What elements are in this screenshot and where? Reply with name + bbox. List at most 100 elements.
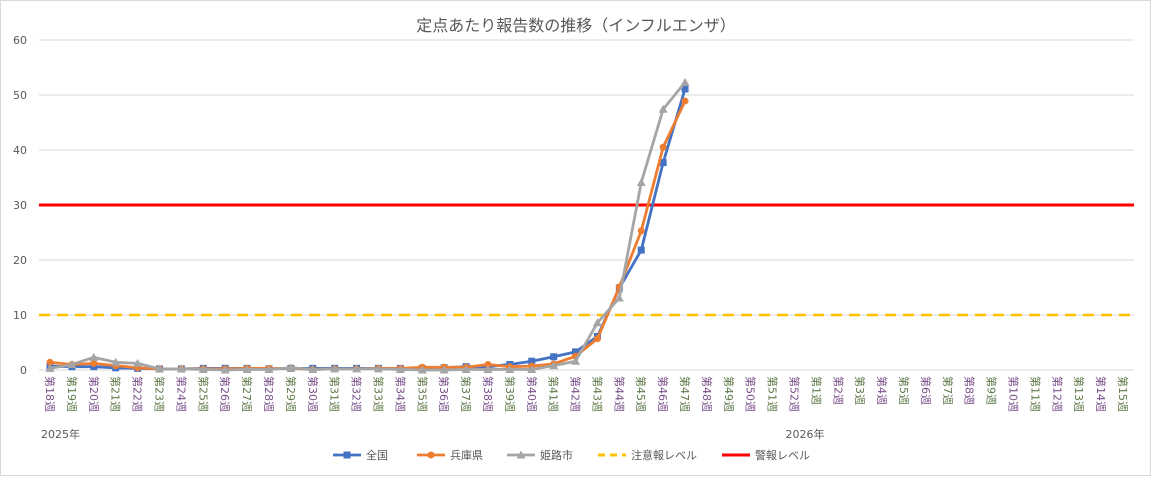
- x-tick-label: 第4週: [875, 376, 889, 405]
- x-tick-label: 第45週: [634, 376, 648, 412]
- x-tick-label: 第12週: [1050, 376, 1064, 412]
- series-3: [45, 77, 690, 374]
- legend-item: 注意報レベル: [598, 448, 697, 462]
- data-point: [67, 360, 77, 368]
- x-tick-label: 第15週: [1116, 376, 1130, 412]
- x-tick-label: 第25週: [196, 376, 210, 412]
- data-point: [484, 361, 492, 368]
- legend-label: 全国: [366, 448, 388, 462]
- year-label: 2026年: [786, 427, 825, 441]
- x-tick-label: 第40週: [525, 376, 539, 412]
- y-tick-label: 30: [13, 199, 27, 212]
- data-point: [614, 293, 624, 302]
- x-tick-label: 第1週: [809, 376, 823, 405]
- data-point: [133, 358, 143, 367]
- y-tick-label: 40: [13, 144, 27, 157]
- data-point: [343, 451, 351, 459]
- data-point: [592, 318, 602, 327]
- data-point: [572, 348, 580, 356]
- data-point: [154, 364, 164, 373]
- data-point: [242, 364, 252, 373]
- year-label: 2025年: [41, 427, 80, 441]
- x-tick-label: 第35週: [415, 376, 429, 412]
- legend-label: 注意報レベル: [631, 448, 697, 462]
- legend-label: 警報レベル: [755, 448, 810, 462]
- x-tick-label: 第43週: [590, 376, 604, 412]
- data-point: [658, 104, 668, 113]
- data-point: [373, 364, 383, 373]
- data-point: [417, 365, 427, 374]
- x-tick-label: 第24週: [174, 376, 188, 412]
- x-tick-label: 第44週: [612, 376, 626, 412]
- data-point: [637, 227, 645, 235]
- x-tick-label: 第7週: [941, 376, 955, 405]
- data-point: [550, 353, 558, 361]
- data-point: [90, 359, 98, 367]
- x-tick-label: 第29週: [284, 376, 298, 412]
- chart-title: 定点あたり報告数の推移（インフルエンザ）: [416, 16, 736, 35]
- x-tick-label: 第6週: [919, 376, 933, 405]
- y-tick-label: 60: [13, 34, 27, 47]
- data-point: [680, 77, 690, 86]
- data-point: [571, 356, 581, 365]
- x-tick-label: 第38週: [481, 376, 495, 412]
- data-point: [330, 364, 340, 373]
- x-tick-label: 第27週: [240, 376, 254, 412]
- x-tick-label: 第30週: [306, 376, 320, 412]
- x-tick-label: 第37週: [459, 376, 473, 412]
- legend-item: 兵庫県: [417, 448, 483, 462]
- series-line: [49, 81, 687, 372]
- x-tick-label: 第42週: [569, 376, 583, 412]
- data-point: [461, 364, 471, 373]
- x-tick-label: 第31週: [328, 376, 342, 412]
- data-point: [176, 364, 186, 373]
- legend-item: 警報レベル: [722, 448, 810, 462]
- data-point: [681, 85, 689, 93]
- data-point: [505, 364, 515, 373]
- x-tick-label: 第33週: [371, 376, 385, 412]
- x-tick-label: 第23週: [152, 376, 166, 412]
- data-point: [439, 365, 449, 374]
- x-tick-label: 第5週: [897, 376, 911, 405]
- x-tick-label: 第34週: [393, 376, 407, 412]
- data-point: [111, 357, 121, 366]
- x-tick-label: 第41週: [547, 376, 561, 412]
- data-point: [286, 363, 296, 372]
- data-point: [45, 363, 55, 372]
- x-tick-label: 第2週: [831, 376, 845, 405]
- x-tick-label: 第36週: [437, 376, 451, 412]
- x-tick-label: 第52週: [788, 376, 802, 412]
- data-point: [527, 364, 537, 373]
- x-tick-label: 第11週: [1028, 376, 1042, 412]
- x-tick-label: 第50週: [744, 376, 758, 412]
- y-tick-label: 0: [20, 364, 27, 377]
- x-tick-label: 第26週: [218, 376, 232, 412]
- x-tick-label: 第48週: [700, 376, 714, 412]
- data-point: [308, 364, 318, 373]
- legend-item: 全国: [333, 448, 388, 462]
- x-tick-label: 第8週: [963, 376, 977, 405]
- legend-label: 兵庫県: [450, 448, 483, 462]
- data-point: [681, 97, 689, 105]
- x-tick-label: 第46週: [656, 376, 670, 412]
- x-tick-label: 第20週: [87, 376, 101, 412]
- data-point: [659, 159, 667, 167]
- x-tick-label: 第28週: [262, 376, 276, 412]
- y-tick-label: 10: [13, 309, 27, 322]
- data-point: [528, 357, 536, 365]
- x-tick-label: 第32週: [350, 376, 364, 412]
- data-point: [220, 365, 230, 374]
- data-point: [636, 177, 646, 186]
- data-point: [593, 335, 601, 343]
- x-tick-label: 第9週: [985, 376, 999, 405]
- data-point: [89, 352, 99, 361]
- x-tick-label: 第47週: [678, 376, 692, 412]
- data-point: [46, 358, 54, 366]
- x-tick-label: 第13週: [1072, 376, 1086, 412]
- data-point: [483, 364, 493, 373]
- data-point: [395, 364, 405, 373]
- data-point: [427, 451, 435, 459]
- x-tick-label: 第18週: [43, 376, 57, 412]
